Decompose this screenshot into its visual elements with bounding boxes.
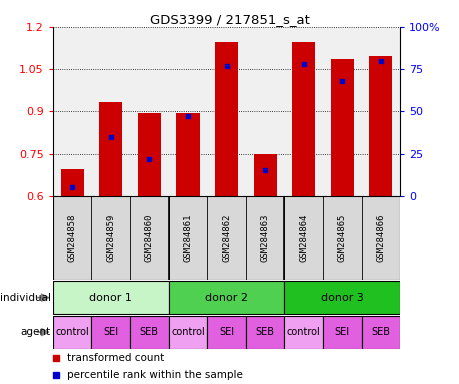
- Bar: [168, 316, 207, 349]
- Text: control: control: [286, 327, 320, 337]
- Bar: [253, 154, 276, 196]
- Bar: [207, 316, 245, 349]
- Text: GSM284864: GSM284864: [298, 214, 308, 262]
- Text: SEI: SEI: [334, 327, 349, 337]
- Text: agent: agent: [21, 327, 50, 337]
- Bar: [53, 281, 168, 314]
- Text: control: control: [55, 327, 89, 337]
- Bar: [168, 281, 284, 314]
- Bar: [245, 316, 284, 349]
- Text: GSM284865: GSM284865: [337, 214, 346, 262]
- Bar: [176, 113, 199, 196]
- Text: GSM284862: GSM284862: [222, 214, 230, 262]
- Text: GSM284863: GSM284863: [260, 214, 269, 262]
- Text: control: control: [171, 327, 204, 337]
- Text: GDS3399 / 217851_s_at: GDS3399 / 217851_s_at: [150, 13, 309, 26]
- Bar: [284, 281, 399, 314]
- Text: SEB: SEB: [140, 327, 158, 337]
- Text: SEI: SEI: [103, 327, 118, 337]
- Bar: [138, 113, 161, 196]
- Bar: [53, 316, 91, 349]
- Bar: [369, 56, 392, 196]
- Text: GSM284861: GSM284861: [183, 214, 192, 262]
- Bar: [99, 101, 122, 196]
- Text: GSM284859: GSM284859: [106, 214, 115, 262]
- Text: percentile rank within the sample: percentile rank within the sample: [67, 370, 242, 381]
- Text: donor 1: donor 1: [89, 293, 132, 303]
- Bar: [291, 41, 314, 196]
- Text: SEI: SEI: [218, 327, 234, 337]
- Bar: [284, 316, 322, 349]
- Text: SEB: SEB: [370, 327, 390, 337]
- Text: GSM284858: GSM284858: [67, 214, 77, 262]
- Bar: [361, 316, 399, 349]
- Bar: [91, 316, 130, 349]
- Text: donor 3: donor 3: [320, 293, 363, 303]
- Text: transformed count: transformed count: [67, 353, 164, 363]
- Text: donor 2: donor 2: [205, 293, 247, 303]
- Bar: [130, 316, 168, 349]
- Bar: [61, 169, 84, 196]
- Text: individual: individual: [0, 293, 50, 303]
- Text: GSM284860: GSM284860: [145, 214, 154, 262]
- Bar: [330, 59, 353, 196]
- Bar: [322, 316, 361, 349]
- Text: SEB: SEB: [255, 327, 274, 337]
- Text: GSM284866: GSM284866: [375, 214, 385, 262]
- Bar: [214, 42, 238, 196]
